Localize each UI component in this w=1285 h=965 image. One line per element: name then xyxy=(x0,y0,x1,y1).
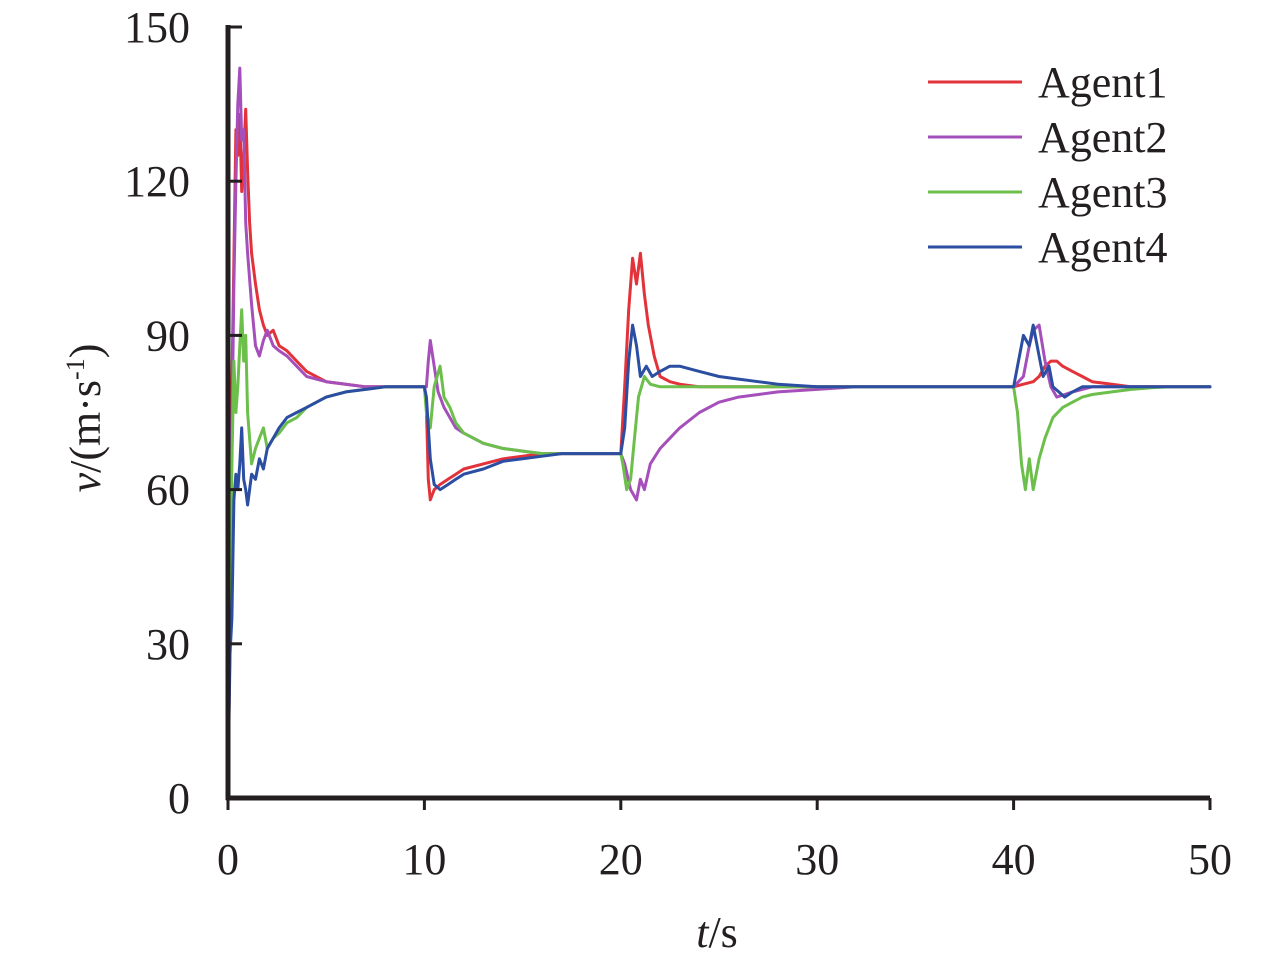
y-ticks: 0 30 60 90 120 150 xyxy=(124,3,242,823)
x-axis-title: t/s xyxy=(696,908,738,957)
legend-label-agent3: Agent3 xyxy=(1038,168,1168,217)
x-tick-label: 50 xyxy=(1188,835,1232,884)
y-tick-label: 120 xyxy=(124,157,190,206)
legend-label-agent2: Agent2 xyxy=(1038,113,1168,162)
y-axis-unit: /(m·s xyxy=(61,380,110,473)
y-axis-unit-exponent: -1 xyxy=(61,358,90,380)
x-tick-label: 20 xyxy=(599,835,643,884)
x-tick-label: 40 xyxy=(992,835,1036,884)
y-tick-label: 90 xyxy=(146,311,190,360)
y-tick-label: 150 xyxy=(124,3,190,52)
series-line-agent3 xyxy=(226,308,1212,774)
x-tick-label: 10 xyxy=(402,835,446,884)
series-line-agent4 xyxy=(226,323,1212,790)
series-layer xyxy=(226,66,1212,790)
legend-label-agent1: Agent1 xyxy=(1038,58,1168,107)
y-tick-label: 60 xyxy=(146,466,190,515)
y-tick-label: 0 xyxy=(168,774,190,823)
legend: Agent1 Agent2 Agent3 Agent4 xyxy=(928,58,1168,272)
legend-label-agent4: Agent4 xyxy=(1038,223,1168,272)
x-axis-unit: /s xyxy=(708,908,737,957)
y-tick-label: 30 xyxy=(146,620,190,669)
y-axis-unit-close: ) xyxy=(61,344,110,359)
x-tick-label: 0 xyxy=(217,835,239,884)
x-axis-variable: t xyxy=(696,908,710,957)
x-ticks: 0 10 20 30 40 50 xyxy=(217,798,1232,884)
y-axis-variable: v xyxy=(61,472,110,492)
x-tick-label: 30 xyxy=(795,835,839,884)
y-axis-title: v/(m·s-1) xyxy=(61,344,110,493)
